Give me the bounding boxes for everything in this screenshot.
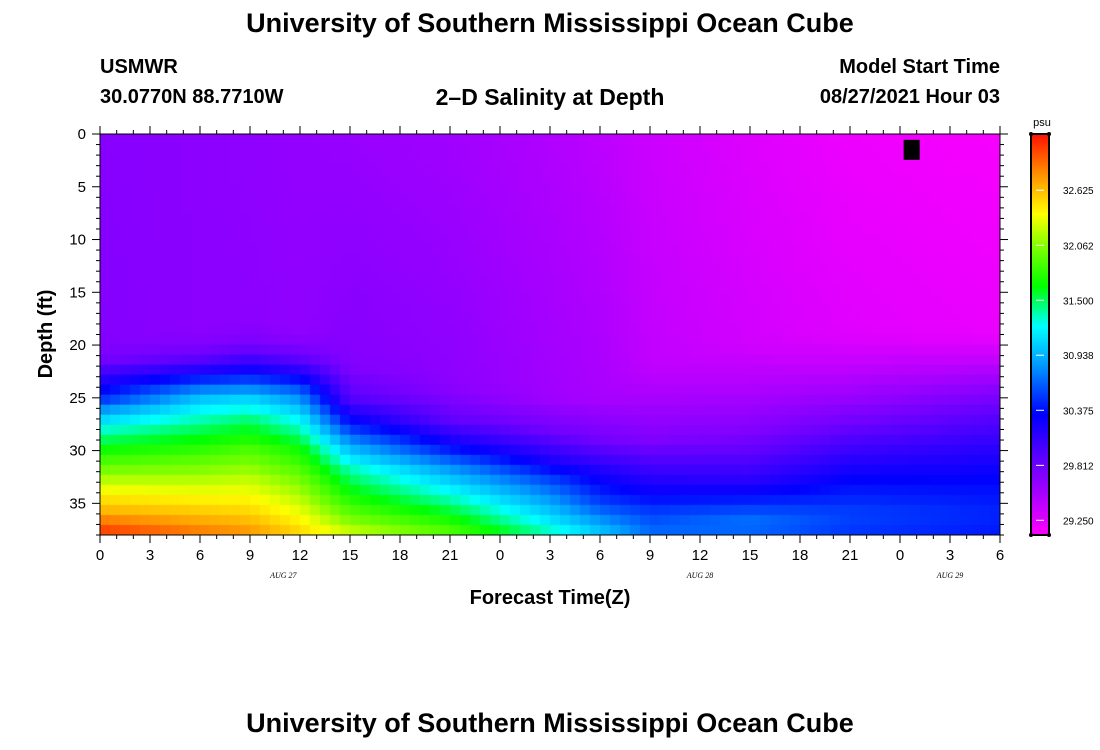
x-tick-label: 9 [646, 547, 654, 564]
colorbar-fill [1030, 133, 1050, 536]
model-start-time: 08/27/2021 Hour 03 [819, 86, 1000, 108]
y-tick-label: 20 [69, 337, 86, 354]
x-tick-label: 3 [546, 547, 554, 564]
x-tick-label: 15 [342, 547, 359, 564]
x-tick-label: 0 [496, 547, 504, 564]
station-name: USMWR [100, 56, 178, 78]
x-tick-label: 0 [896, 547, 904, 564]
x-tick-label: 18 [792, 547, 809, 564]
date-label: AUG 29 [936, 571, 963, 580]
colorbar-tick-label: 29.812 [1063, 461, 1094, 472]
colorbar: psu 32.625 32.062 31.500 30.938 30.375 29.812… [1029, 117, 1094, 537]
x-tick-label: 6 [996, 547, 1004, 564]
colorbar-tick-label: 29.250 [1063, 516, 1094, 527]
x-tick-label: 12 [292, 547, 309, 564]
x-tick-label: 6 [596, 547, 604, 564]
colorbar-unit: psu [1033, 117, 1051, 129]
y-axis: 0 5 10 15 20 25 30 35 [69, 126, 1008, 536]
x-tick-label: 9 [246, 547, 254, 564]
plot-title: 2–D Salinity at Depth [435, 84, 665, 110]
y-tick-label: 35 [69, 495, 86, 512]
x-tick-label: 3 [946, 547, 954, 564]
colorbar-corner-dot [1047, 533, 1051, 537]
x-tick-label: 0 [96, 547, 104, 564]
x-tick-label: 12 [692, 547, 709, 564]
y-axis-label: Depth (ft) [35, 290, 57, 379]
footer-title: University of Southern Mississippi Ocean… [246, 708, 854, 738]
colorbar-tick-label: 32.625 [1063, 186, 1094, 197]
y-tick-label: 0 [78, 126, 86, 143]
y-tick-label: 15 [69, 284, 86, 301]
x-tick-label: 21 [842, 547, 859, 564]
model-start-marker [903, 139, 920, 160]
colorbar-tick-label: 30.938 [1063, 351, 1094, 362]
x-axis: 0 3 6 9 12 15 18 21 0 3 6 9 12 15 18 21 0 3 6 AUG 27 AUG 28 A… [96, 126, 1004, 580]
x-tick-label: 6 [196, 547, 204, 564]
page-title: University of Southern Mississippi Ocean… [246, 8, 854, 38]
y-tick-label: 25 [69, 390, 86, 407]
salinity-heatmap [100, 134, 1000, 535]
x-tick-label: 21 [442, 547, 459, 564]
colorbar-corner-dot [1047, 132, 1051, 136]
station-coordinates: 30.0770N 88.7710W [100, 86, 284, 108]
y-tick-label: 5 [78, 179, 86, 196]
x-tick-label: 3 [146, 547, 154, 564]
date-label: AUG 28 [686, 571, 713, 580]
colorbar-corner-dot [1029, 132, 1033, 136]
colorbar-tick-label: 31.500 [1063, 296, 1094, 307]
colorbar-corner-dot [1029, 533, 1033, 537]
x-tick-label: 18 [392, 547, 409, 564]
y-tick-label: 30 [69, 443, 86, 460]
model-start-label: Model Start Time [839, 56, 1000, 78]
x-tick-label: 15 [742, 547, 759, 564]
colorbar-tick-label: 30.375 [1063, 406, 1094, 417]
y-tick-label: 10 [69, 232, 86, 249]
date-label: AUG 27 [269, 571, 297, 580]
colorbar-tick-label: 32.062 [1063, 241, 1094, 252]
x-axis-label: Forecast Time(Z) [470, 587, 631, 609]
